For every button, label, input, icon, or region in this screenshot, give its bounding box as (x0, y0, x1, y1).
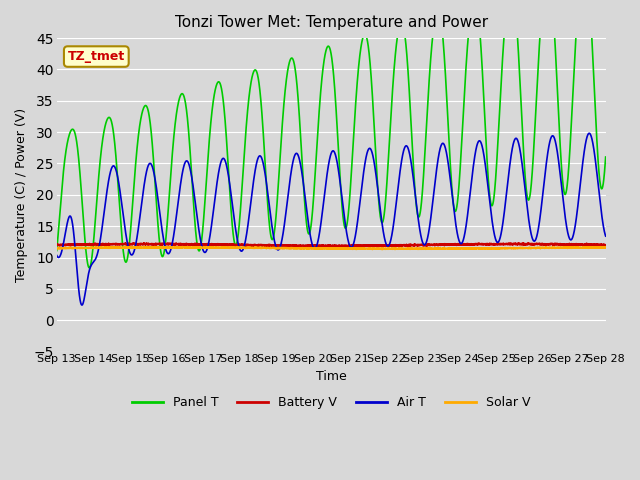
Panel T (591, 105, 599, 110)
Battery V (264, 243, 271, 249)
Air T (78, 302, 86, 308)
Solar V (602, 245, 609, 251)
Air T (53, 252, 61, 258)
Solar V (532, 245, 540, 251)
Air T (586, 131, 593, 136)
Panel T (53, 248, 61, 253)
Solar V (378, 246, 386, 252)
Line: Battery V: Battery V (57, 243, 605, 247)
Battery V (591, 242, 599, 248)
Solar V (148, 244, 156, 250)
Battery V (532, 241, 540, 247)
Battery V (140, 240, 148, 246)
Y-axis label: Temperature (C) / Power (V): Temperature (C) / Power (V) (15, 108, 28, 282)
Panel T (287, 55, 295, 61)
Panel T (264, 196, 271, 202)
Air T (602, 233, 609, 239)
Air T (264, 187, 271, 193)
Panel T (532, 106, 540, 112)
Air T (148, 163, 156, 169)
Solar V (184, 244, 191, 250)
Battery V (53, 242, 61, 248)
Battery V (148, 241, 156, 247)
Battery V (115, 241, 123, 247)
Panel T (86, 265, 93, 271)
Air T (116, 185, 124, 191)
Text: TZ_tmet: TZ_tmet (68, 50, 125, 63)
Panel T (148, 139, 156, 144)
X-axis label: Time: Time (316, 370, 346, 383)
Battery V (602, 242, 609, 248)
Solar V (287, 246, 295, 252)
Panel T (116, 203, 124, 208)
Solar V (264, 245, 271, 251)
Solar V (591, 245, 599, 251)
Title: Tonzi Tower Met: Temperature and Power: Tonzi Tower Met: Temperature and Power (175, 15, 488, 30)
Battery V (287, 243, 295, 249)
Line: Solar V: Solar V (57, 247, 605, 249)
Solar V (115, 245, 123, 251)
Legend: Panel T, Battery V, Air T, Solar V: Panel T, Battery V, Air T, Solar V (127, 391, 536, 414)
Air T (532, 236, 540, 242)
Air T (287, 169, 295, 175)
Air T (591, 156, 599, 162)
Line: Panel T: Panel T (57, 0, 605, 268)
Solar V (53, 246, 61, 252)
Battery V (335, 244, 342, 250)
Panel T (602, 154, 609, 160)
Line: Air T: Air T (57, 133, 605, 305)
